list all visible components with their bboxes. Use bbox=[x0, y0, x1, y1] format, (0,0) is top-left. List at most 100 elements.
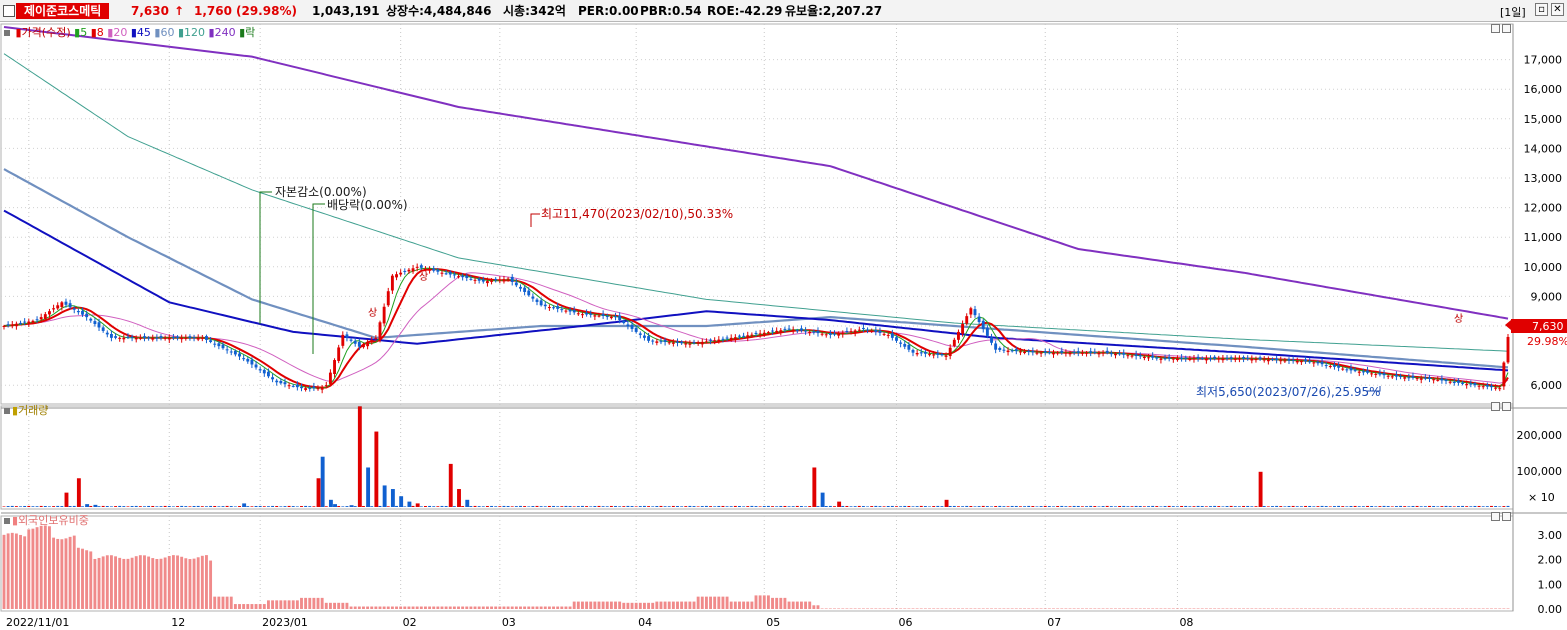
candle-body bbox=[919, 352, 923, 354]
panel-minimize-icon[interactable] bbox=[1491, 24, 1500, 33]
volume-bar bbox=[1304, 505, 1307, 507]
foreign-bar bbox=[816, 605, 820, 609]
volume-bar bbox=[159, 506, 163, 507]
volume-bar bbox=[312, 506, 316, 507]
current-price: 7,630 bbox=[131, 4, 169, 18]
foreign-bar bbox=[465, 606, 469, 609]
candle-body bbox=[704, 341, 708, 343]
restore-icon[interactable]: ▫ bbox=[1535, 3, 1548, 16]
roe-value: ROE:-42.29 bbox=[707, 4, 783, 18]
volume-bar bbox=[399, 496, 404, 507]
volume-bar bbox=[824, 506, 828, 507]
chart-canvas: 6,0008,0009,00010,00011,00012,00013,0001… bbox=[0, 23, 1567, 629]
price-legend[interactable]: ▮가격(수정) ▮5 ▮8 ▮20 ▮45 ▮60 ▮120 ▮240 ▮락 bbox=[4, 24, 255, 40]
foreign-bar bbox=[523, 606, 527, 609]
change-percent: (29.98%) bbox=[236, 4, 297, 18]
foreign-bar bbox=[374, 606, 378, 609]
volume-bar bbox=[1076, 505, 1080, 507]
high-annotation: 최고11,470(2023/02/10),50.33% bbox=[530, 207, 733, 227]
foreign-bar bbox=[2, 534, 6, 609]
candle-body bbox=[64, 301, 68, 305]
volume-bar bbox=[52, 506, 56, 507]
volume-bar bbox=[1390, 506, 1394, 507]
volume-legend[interactable]: ▮거래량 bbox=[4, 402, 48, 418]
candle-body bbox=[857, 329, 861, 331]
volume-bar bbox=[597, 505, 601, 507]
volume-bar bbox=[1370, 505, 1374, 507]
foreign-bar bbox=[585, 601, 589, 609]
candle-body bbox=[845, 330, 849, 332]
volume-bar bbox=[957, 506, 960, 507]
foreign-bar bbox=[651, 602, 655, 609]
candle-body bbox=[1072, 351, 1076, 353]
candle-body bbox=[1085, 352, 1088, 354]
close-icon[interactable]: ✕ bbox=[1551, 3, 1564, 16]
candle-body bbox=[217, 343, 221, 347]
foreign-bar bbox=[151, 558, 155, 609]
volume-bar bbox=[709, 506, 712, 507]
candle-body bbox=[362, 344, 365, 348]
volume-bar bbox=[1114, 506, 1117, 507]
candle-body bbox=[1233, 358, 1237, 360]
legend-price: 가격(수정) bbox=[21, 26, 71, 39]
candle-body bbox=[601, 313, 605, 317]
volume-bar bbox=[407, 501, 412, 507]
candle-body bbox=[1328, 365, 1332, 367]
candle-body bbox=[696, 342, 700, 344]
limit-up-marker: 상 bbox=[419, 271, 428, 283]
legend-ma20: 20 bbox=[113, 26, 128, 39]
candle-body bbox=[973, 309, 977, 316]
candle-body bbox=[291, 385, 295, 387]
volume-bar bbox=[696, 506, 700, 507]
foreign-bar bbox=[547, 606, 551, 609]
candle-body bbox=[990, 337, 993, 343]
candle-body bbox=[1361, 371, 1365, 373]
candle-body bbox=[717, 339, 721, 342]
foreign-bar bbox=[114, 556, 118, 609]
volume-bar bbox=[514, 506, 518, 507]
foreign-bar bbox=[436, 606, 440, 609]
volume-bar bbox=[919, 505, 923, 507]
foreign-bar bbox=[791, 601, 795, 609]
foreign-bar bbox=[130, 557, 134, 609]
candle-body bbox=[816, 330, 820, 334]
foreign-bar bbox=[725, 596, 729, 609]
foreign-bar bbox=[783, 597, 787, 609]
candle-body bbox=[1018, 351, 1022, 353]
candle-body bbox=[1432, 379, 1436, 381]
select-checkbox[interactable] bbox=[3, 5, 15, 17]
panel-minimize-icon[interactable] bbox=[1491, 512, 1500, 521]
foreign-bar bbox=[795, 601, 799, 609]
panel-maximize-icon[interactable] bbox=[1502, 512, 1511, 521]
candle-body bbox=[952, 339, 956, 346]
candle-body bbox=[1093, 351, 1097, 353]
candle-body bbox=[43, 314, 47, 319]
candle-body bbox=[713, 340, 717, 342]
candle-body bbox=[1246, 357, 1250, 359]
stock-name[interactable]: 제이준코스메틱 bbox=[16, 3, 110, 19]
candle-body bbox=[932, 354, 936, 356]
volume-bar bbox=[519, 505, 522, 507]
panel-maximize-icon[interactable] bbox=[1502, 24, 1511, 33]
volume-bar bbox=[808, 506, 812, 507]
volume-bar bbox=[101, 505, 105, 507]
candle-body bbox=[899, 342, 903, 344]
foreign-bar bbox=[279, 600, 283, 609]
date-axis-label: 05 bbox=[766, 616, 780, 629]
foreign-legend[interactable]: ▮외국인보유비중 bbox=[4, 512, 89, 528]
candle-body bbox=[1200, 358, 1204, 360]
period-selector[interactable]: [1일] bbox=[1500, 6, 1526, 19]
candle-body bbox=[184, 337, 188, 339]
candle-body bbox=[882, 333, 886, 335]
candle-body bbox=[519, 286, 522, 289]
volume-bar bbox=[940, 506, 944, 507]
foreign-bar bbox=[700, 596, 704, 609]
panel-maximize-icon[interactable] bbox=[1502, 402, 1511, 411]
panel-minimize-icon[interactable] bbox=[1491, 402, 1500, 411]
foreign-bar bbox=[742, 601, 746, 609]
volume-bar bbox=[985, 506, 989, 507]
candle-body bbox=[795, 330, 799, 332]
candle-body bbox=[1097, 352, 1101, 355]
candle-body bbox=[1039, 352, 1043, 354]
volume-bar bbox=[324, 506, 328, 507]
